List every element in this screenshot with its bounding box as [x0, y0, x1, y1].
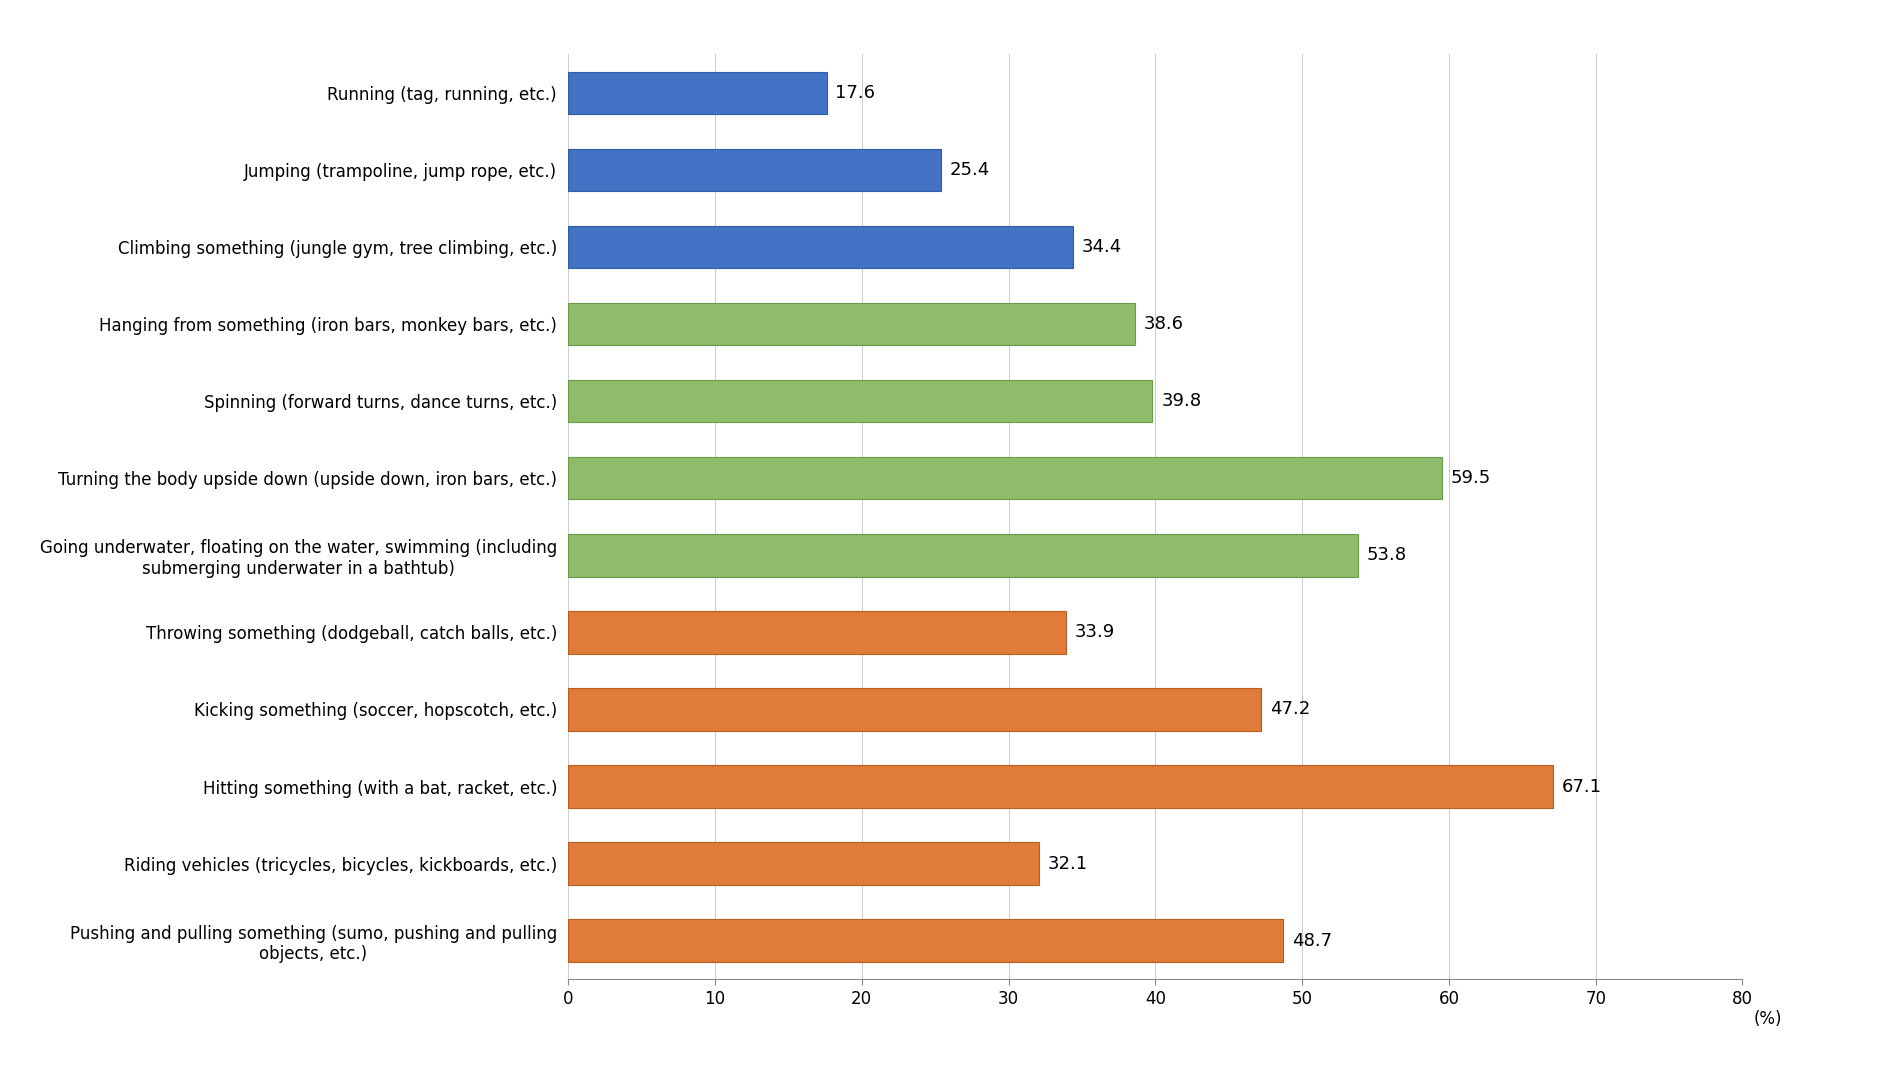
Text: 32.1: 32.1	[1047, 854, 1089, 873]
Bar	[568, 226, 1074, 269]
Bar	[568, 302, 1135, 345]
Text: 67.1: 67.1	[1563, 778, 1602, 795]
Bar	[568, 611, 1066, 654]
Bar	[568, 149, 941, 191]
Text: 47.2: 47.2	[1269, 701, 1311, 718]
Text: (%): (%)	[1754, 1010, 1782, 1028]
Bar	[568, 689, 1261, 731]
Text: 48.7: 48.7	[1292, 931, 1331, 950]
Text: 38.6: 38.6	[1144, 316, 1184, 333]
Text: 34.4: 34.4	[1081, 238, 1123, 256]
Text: 39.8: 39.8	[1161, 392, 1201, 410]
Text: 33.9: 33.9	[1074, 623, 1116, 642]
Bar	[568, 72, 826, 114]
Text: 17.6: 17.6	[835, 84, 875, 102]
Bar	[568, 842, 1040, 885]
Text: 25.4: 25.4	[951, 161, 991, 180]
Bar	[568, 765, 1553, 807]
Text: 59.5: 59.5	[1451, 469, 1491, 487]
Text: 53.8: 53.8	[1367, 546, 1407, 565]
Bar	[568, 919, 1282, 962]
Bar	[568, 534, 1358, 577]
Bar	[568, 380, 1152, 422]
Bar	[568, 457, 1441, 499]
